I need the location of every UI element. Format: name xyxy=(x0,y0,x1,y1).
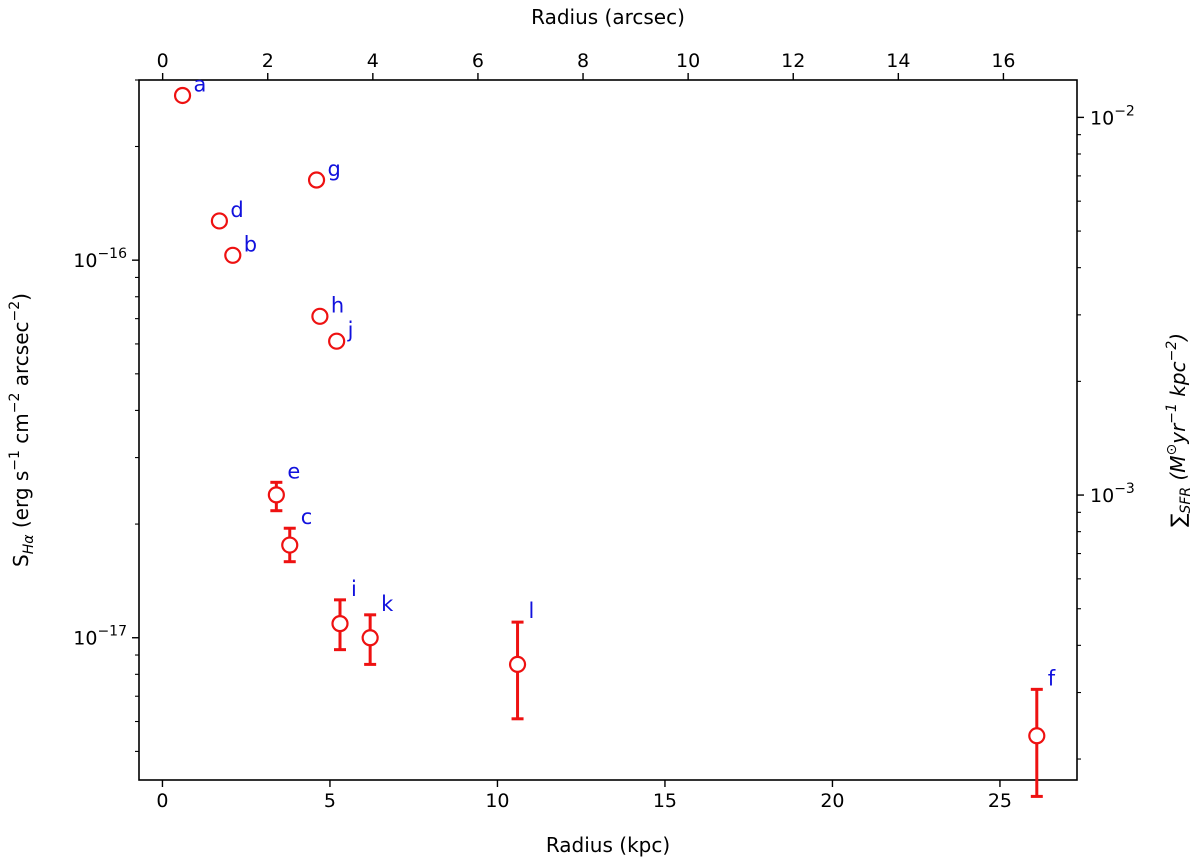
x2-axis-title: Radius (arcsec) xyxy=(531,5,685,29)
data-point-j: j xyxy=(328,318,354,350)
y2-tick-label: 10−2 xyxy=(1090,103,1135,129)
data-point-e: e xyxy=(267,459,300,513)
x-tick-label: 15 xyxy=(653,790,677,812)
x2-tick-label: 16 xyxy=(991,50,1015,72)
point-marker xyxy=(1028,727,1046,745)
x-tick-label: 0 xyxy=(156,790,168,812)
data-point-l: l xyxy=(508,599,535,721)
point-label: h xyxy=(331,293,344,317)
point-marker xyxy=(311,307,329,325)
y-axis-title: SHα (erg s−1 cm−2 arcsec−2) xyxy=(7,293,37,567)
point-marker xyxy=(210,212,228,230)
point-marker xyxy=(281,536,299,554)
x2-tick-label: 12 xyxy=(781,50,805,72)
data-points-layer: a db g hj ec ik l f xyxy=(173,72,1056,798)
x2-tick-label: 14 xyxy=(886,50,910,72)
point-label: c xyxy=(301,505,313,529)
data-point-k: k xyxy=(361,592,394,666)
x-tick-label: 5 xyxy=(324,790,336,812)
x-axis-title: Radius (kpc) xyxy=(546,833,670,857)
point-label: d xyxy=(230,198,243,222)
data-point-a: a xyxy=(173,72,207,105)
y2-axis-title: ∑SFR (M⊙yr−1 kpc−2) xyxy=(1164,333,1194,527)
ticks-layer: 0 5 10 15 20 25 0 2 4 6 8 10 12 14 16 10−17 10−16 10−3 10−… xyxy=(73,50,1135,812)
point-label: f xyxy=(1048,666,1056,690)
point-label: a xyxy=(194,72,207,96)
point-label: b xyxy=(244,232,257,256)
point-label: l xyxy=(529,599,535,623)
x2-tick-label: 6 xyxy=(472,50,484,72)
point-marker xyxy=(331,615,349,633)
data-point-d: d xyxy=(210,198,244,230)
point-marker xyxy=(173,86,192,105)
data-point-g: g xyxy=(307,157,341,189)
point-label: k xyxy=(381,592,394,616)
y-tick-label: 10−16 xyxy=(73,246,127,272)
x-tick-label: 20 xyxy=(820,790,844,812)
data-point-c: c xyxy=(281,505,313,564)
point-marker xyxy=(224,246,242,264)
data-point-b: b xyxy=(224,232,257,264)
point-label: i xyxy=(351,577,357,601)
x2-tick-label: 4 xyxy=(367,50,379,72)
point-label: j xyxy=(347,318,354,342)
y-tick-label: 10−17 xyxy=(73,624,127,650)
data-point-f: f xyxy=(1028,666,1056,798)
point-marker xyxy=(328,332,346,350)
point-marker xyxy=(267,486,285,504)
point-marker xyxy=(508,655,527,673)
y2-tick-label: 10−3 xyxy=(1090,481,1135,507)
x2-tick-label: 0 xyxy=(157,50,169,72)
x2-tick-label: 10 xyxy=(676,50,700,72)
point-label: g xyxy=(328,157,341,181)
x-tick-label: 10 xyxy=(485,790,509,812)
plot-area-frame xyxy=(138,79,1078,781)
point-label: e xyxy=(287,459,300,483)
data-point-i: i xyxy=(331,577,357,652)
x2-tick-label: 2 xyxy=(262,50,274,72)
point-marker xyxy=(307,171,326,189)
x-tick-label: 25 xyxy=(988,790,1012,812)
x2-tick-label: 8 xyxy=(577,50,589,72)
point-marker xyxy=(361,629,379,647)
data-point-h: h xyxy=(311,293,344,325)
